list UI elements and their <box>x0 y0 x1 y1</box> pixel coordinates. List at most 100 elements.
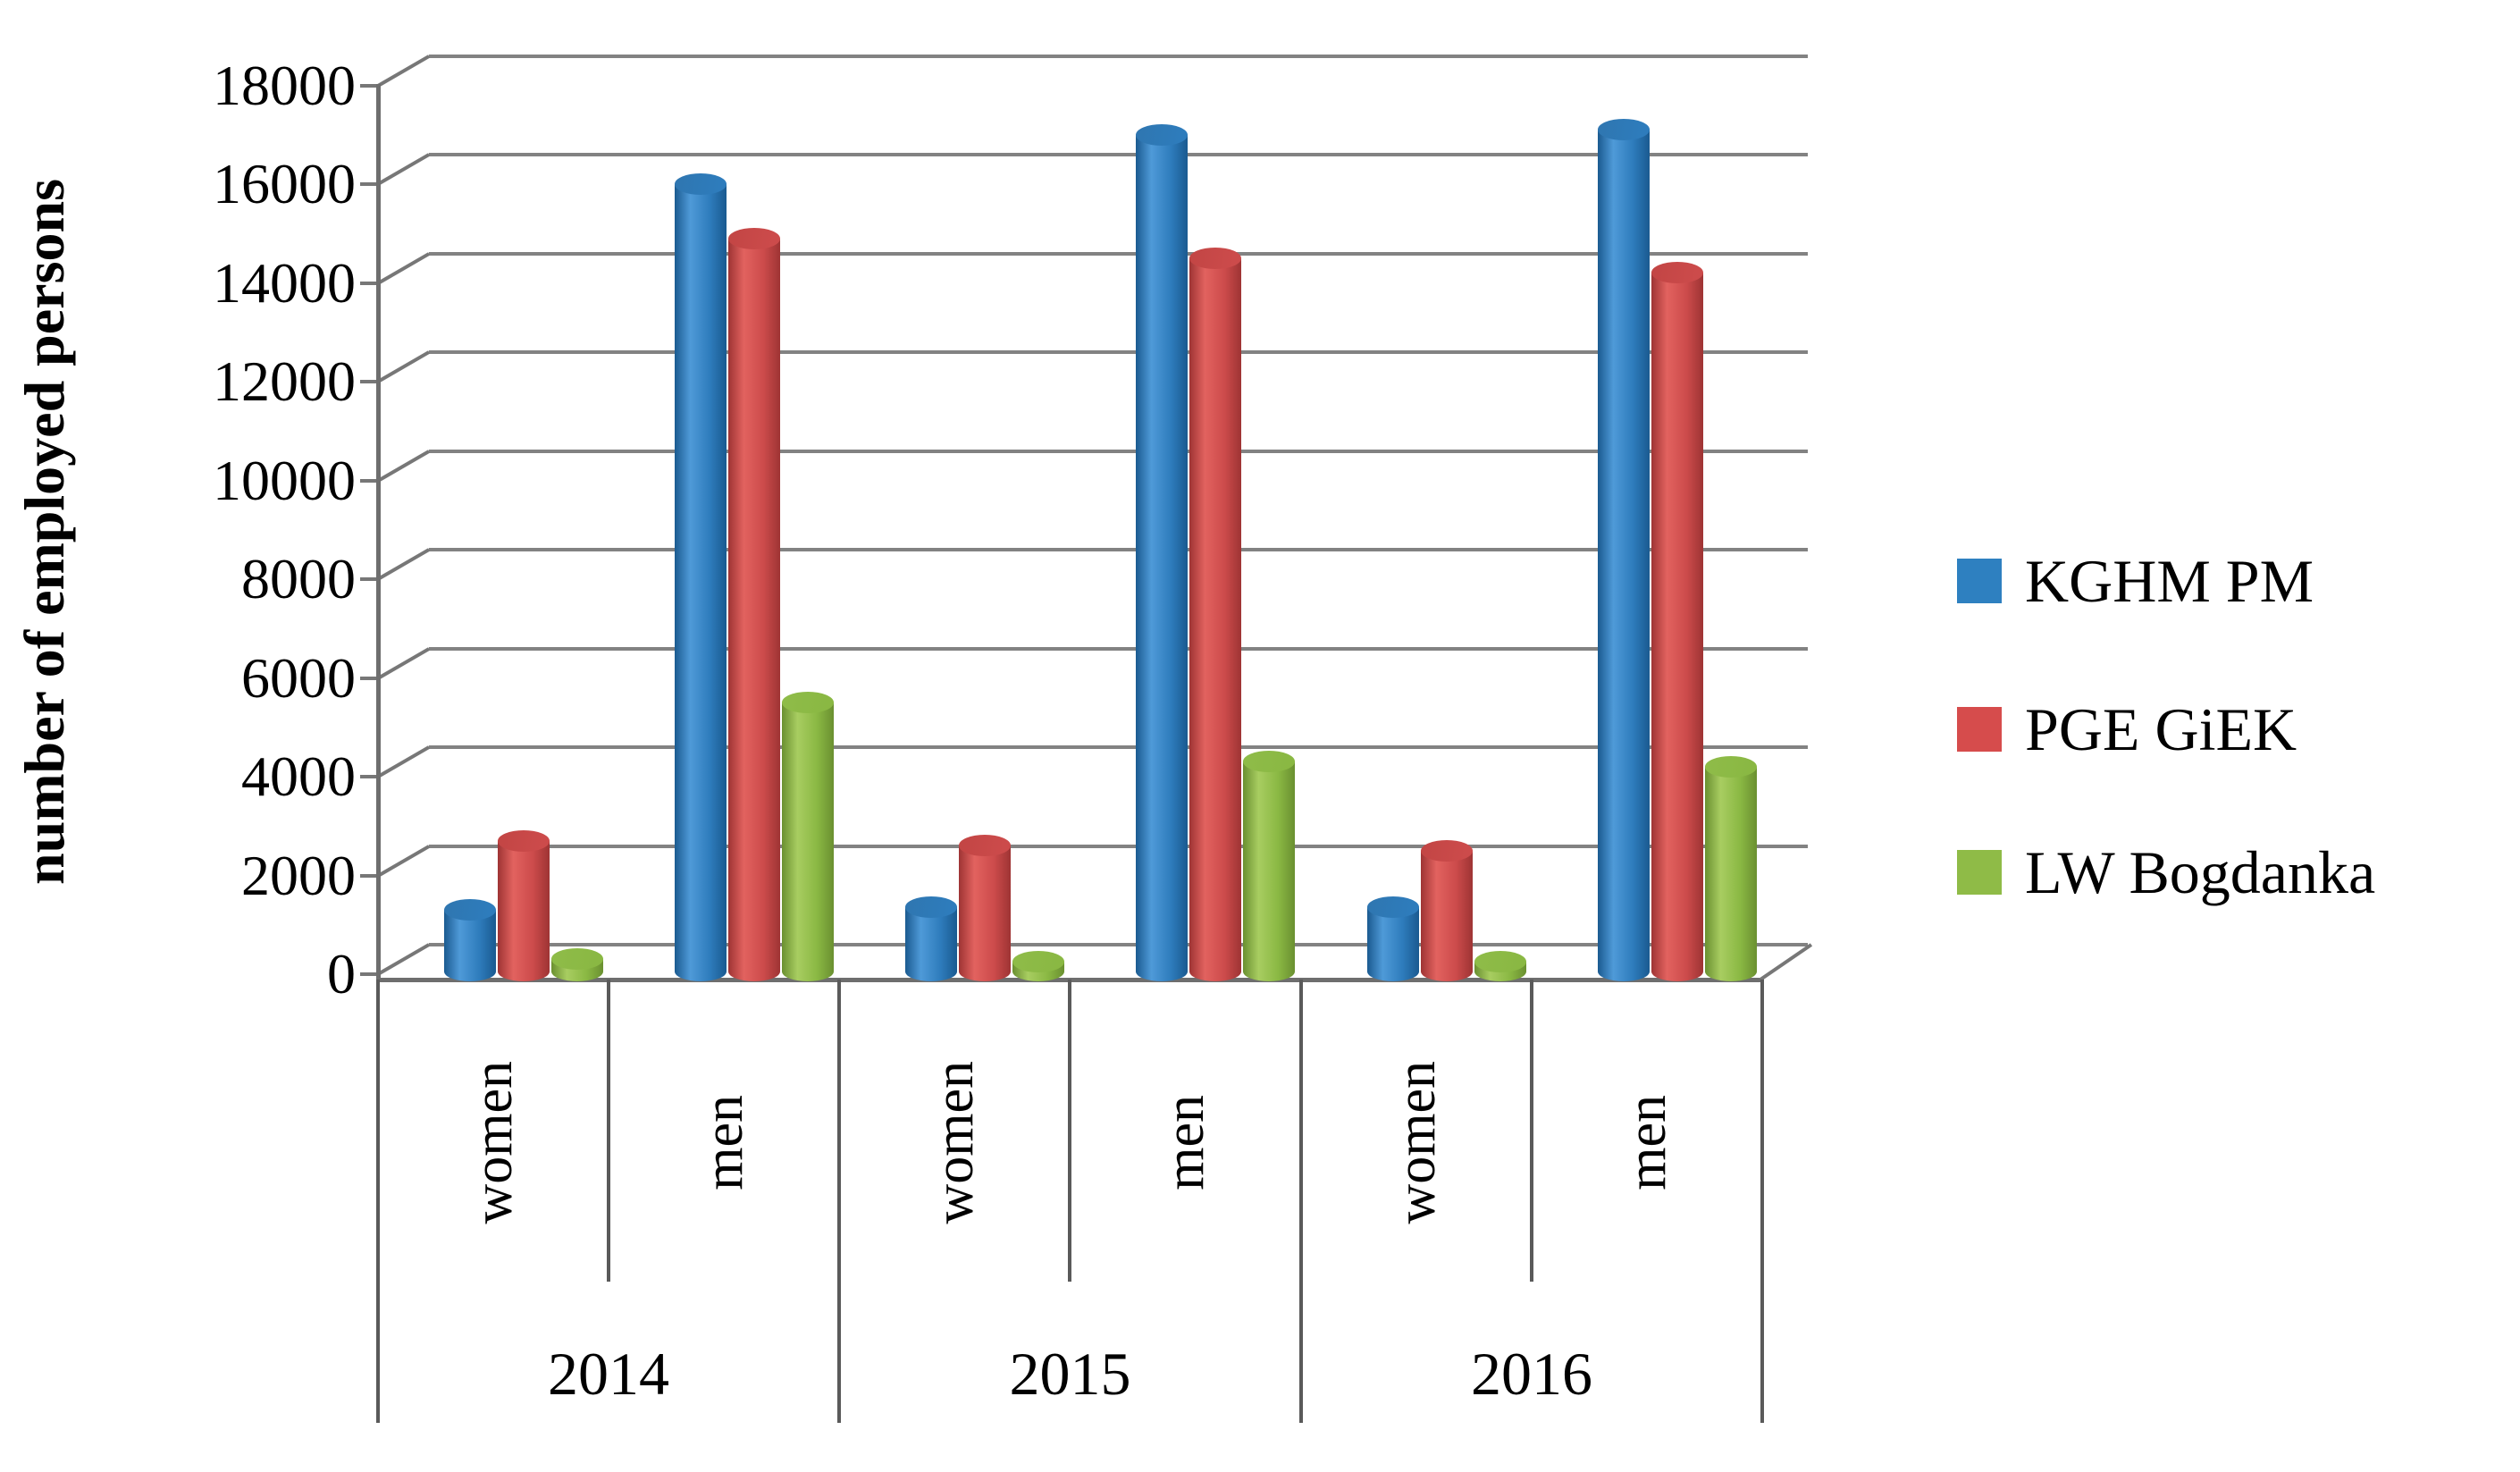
bar-kghm-pm-2016-women <box>1367 896 1419 981</box>
gridline-connector <box>376 745 430 778</box>
y-axis-tick <box>360 281 378 285</box>
bar-cap <box>551 948 603 971</box>
x-axis-gender-label: women <box>923 1060 985 1224</box>
bar-lw-bogdanka-2015-women <box>1012 951 1064 981</box>
bar-lw-bogdanka-2016-men <box>1705 755 1757 981</box>
gridline-connector <box>376 449 430 483</box>
bar-cap <box>1651 262 1703 284</box>
bar-kghm-pm-2014-women <box>444 899 496 981</box>
bar-kghm-pm-2014-men <box>675 173 727 981</box>
bar-lw-bogdanka-2016-women <box>1474 951 1526 981</box>
gridline <box>429 153 1808 156</box>
gridline <box>429 646 1808 651</box>
bar-lw-bogdanka-2015-men <box>1243 751 1295 981</box>
bar-pge-giek-2015-women <box>959 835 1011 981</box>
bar-kghm-pm-2015-women <box>905 896 957 981</box>
gridline <box>429 350 1808 354</box>
bar-cap <box>1136 123 1188 146</box>
legend-swatch <box>1957 707 2002 752</box>
gridline-connector <box>376 844 430 878</box>
gridline-connector <box>376 943 430 976</box>
bar-pge-giek-2014-women <box>498 829 550 981</box>
x-axis-gender-label: women <box>462 1060 524 1224</box>
bar-cap <box>1474 951 1526 973</box>
bar-pge-giek-2016-men <box>1651 262 1703 981</box>
bar-cap <box>1189 247 1241 269</box>
bar-cap <box>782 692 834 714</box>
bar-kghm-pm-2015-men <box>1136 123 1188 981</box>
gridline-connector <box>376 646 430 680</box>
x-axis-gender-label: women <box>1385 1060 1447 1224</box>
y-axis-tick-label: 4000 <box>241 744 356 808</box>
bar-lw-bogdanka-2014-women <box>551 948 603 981</box>
gridline-connector <box>376 251 430 285</box>
y-axis-tick <box>360 775 378 778</box>
legend-label: LW Bogdanka <box>2025 838 2376 906</box>
y-axis-line <box>376 83 381 981</box>
bar-lw-bogdanka-2014-men <box>782 692 834 981</box>
bar-cap <box>1367 896 1419 919</box>
gender-separator <box>1530 980 1533 1282</box>
gender-separator <box>1068 980 1071 1282</box>
gridline <box>429 745 1808 749</box>
legend-swatch <box>1957 559 2002 603</box>
bar-cap <box>498 829 550 852</box>
bar-cap <box>905 896 957 919</box>
floor-right-edge <box>1759 943 1813 981</box>
y-axis-tick <box>360 676 378 680</box>
x-axis-year-label: 2016 <box>1471 1340 1592 1408</box>
bar-cap <box>728 227 780 249</box>
x-axis-year-label: 2015 <box>1009 1340 1131 1408</box>
bar-cap <box>675 173 727 195</box>
year-separator <box>1760 980 1764 1423</box>
y-axis-tick-label: 18000 <box>213 53 356 117</box>
bar-pge-giek-2016-women <box>1421 839 1473 981</box>
bar-cap <box>1012 951 1064 973</box>
legend-label: PGE GiEK <box>2025 695 2297 763</box>
gender-separator <box>607 980 610 1282</box>
legend-label: KGHM PM <box>2025 547 2314 615</box>
y-axis-tick-label: 6000 <box>241 645 356 710</box>
bar-cap <box>1705 755 1757 778</box>
y-axis-tick-label: 14000 <box>213 250 356 315</box>
y-axis-tick <box>360 478 378 483</box>
year-separator <box>1299 980 1303 1423</box>
bar-cap <box>444 899 496 921</box>
y-axis-tick <box>360 182 378 186</box>
gridline <box>429 251 1808 256</box>
y-axis-tick <box>360 873 378 878</box>
bar-cap <box>1421 839 1473 862</box>
gridline-connector <box>376 54 430 88</box>
y-axis-tick-label: 2000 <box>241 843 356 907</box>
gridline <box>429 844 1808 848</box>
y-axis-tick-label: 16000 <box>213 152 356 215</box>
bar-cap <box>1598 119 1650 141</box>
bar-kghm-pm-2016-men <box>1598 119 1650 981</box>
y-axis-tick-label: 0 <box>327 942 356 1005</box>
year-separator <box>376 980 380 1423</box>
gridline-connector <box>376 153 430 186</box>
y-axis-tick <box>360 83 378 88</box>
y-axis-tick <box>360 972 378 976</box>
legend-item-lw-bogdanka: LW Bogdanka <box>1957 838 2376 906</box>
y-axis-tick-label: 12000 <box>213 349 356 413</box>
bar-cap <box>959 835 1011 857</box>
y-axis-tick-label: 8000 <box>241 547 356 610</box>
gridline-connector <box>376 548 430 581</box>
bar-pge-giek-2015-men <box>1189 247 1241 981</box>
gridline <box>429 943 1808 946</box>
legend-item-pge-giek: PGE GiEK <box>1957 695 2297 763</box>
x-axis-gender-label: men <box>1616 1094 1677 1190</box>
bar-cap <box>1243 751 1295 773</box>
gridline <box>429 548 1808 551</box>
y-axis-tick-label: 10000 <box>213 448 356 512</box>
gridline-connector <box>376 350 430 383</box>
x-axis-gender-label: men <box>1155 1094 1215 1190</box>
bar-pge-giek-2014-men <box>728 227 780 981</box>
y-axis-tick <box>360 380 378 383</box>
legend-item-kghm-pm: KGHM PM <box>1957 547 2314 615</box>
y-axis-tick <box>360 577 378 581</box>
x-axis-year-label: 2014 <box>548 1340 669 1408</box>
